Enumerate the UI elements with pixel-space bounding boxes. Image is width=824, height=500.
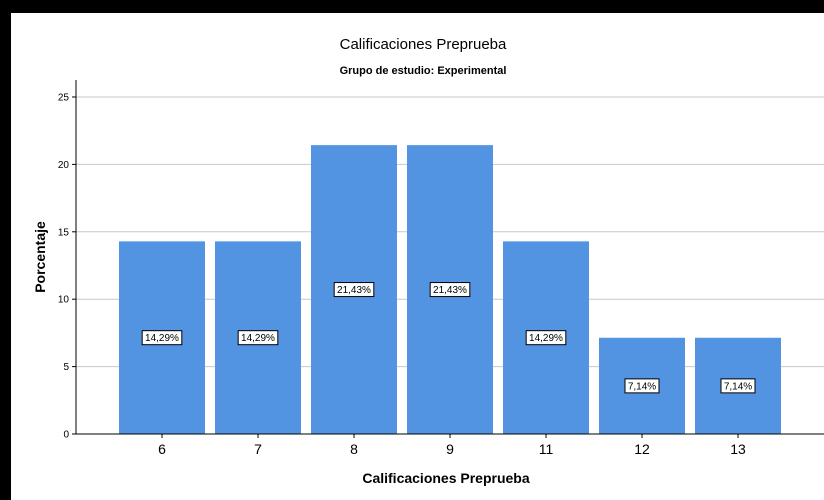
- x-tick-label: 12: [634, 441, 650, 457]
- data-label: 14,29%: [241, 333, 275, 344]
- y-tick-label: 10: [58, 295, 70, 306]
- data-label: 14,29%: [529, 333, 563, 344]
- chart-title: Calificaciones Preprueba: [340, 36, 507, 53]
- data-label: 14,29%: [145, 333, 179, 344]
- data-label: 7,14%: [628, 381, 656, 392]
- y-tick-label: 0: [63, 430, 69, 441]
- y-axis-title: Porcentaje: [32, 221, 48, 293]
- y-tick-label: 5: [63, 362, 69, 373]
- x-tick-label: 13: [730, 441, 746, 457]
- x-tick-label: 11: [539, 441, 554, 457]
- data-label: 7,14%: [724, 381, 752, 392]
- data-label-box: [720, 378, 756, 394]
- x-tick-label: 8: [350, 441, 358, 457]
- x-tick-label: 6: [158, 441, 166, 457]
- data-label-box: [237, 330, 279, 346]
- x-axis-title: Calificaciones Preprueba: [362, 470, 530, 486]
- data-label-box: [429, 282, 471, 298]
- data-label-box: [333, 282, 375, 298]
- x-tick-labels: 6 7 8 9 11 12 13: [158, 434, 746, 457]
- x-tick-label: 7: [254, 441, 262, 457]
- y-tick-label: 25: [58, 93, 70, 104]
- y-tick-label: 15: [58, 227, 70, 238]
- y-tick-label: 20: [58, 160, 70, 171]
- data-label-box: [141, 330, 183, 346]
- data-labels: 14,29% 14,29% 21,43% 21,43% 14,29% 7,14% 7,14%: [141, 282, 756, 394]
- data-label: 21,43%: [337, 285, 371, 296]
- data-label: 21,43%: [433, 285, 467, 296]
- y-tick-labels: 0 5 10 15 20 25: [58, 93, 70, 441]
- data-label-box: [624, 378, 660, 394]
- x-tick-label: 9: [446, 441, 454, 457]
- chart-subtitle: Grupo de estudio: Experimental: [340, 65, 507, 77]
- data-label-box: [525, 330, 567, 346]
